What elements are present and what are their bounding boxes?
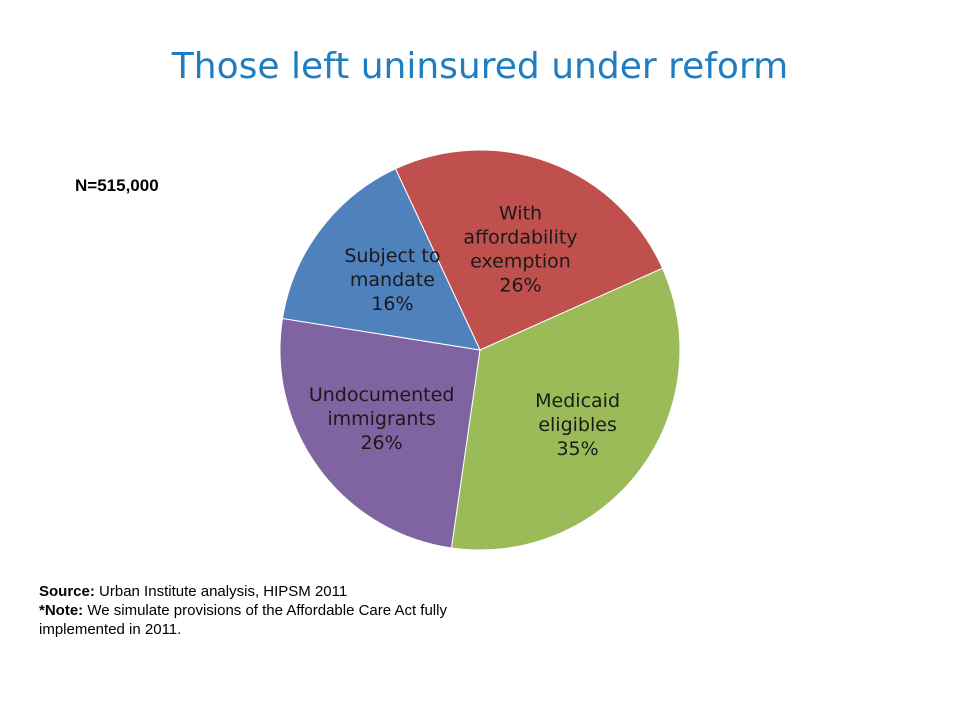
slice-label-affordability-exemption: With affordability exemption 26% bbox=[463, 202, 577, 296]
source-line: Source: Urban Institute analysis, HIPSM … bbox=[39, 582, 469, 601]
slice-name-line: eligibles bbox=[538, 414, 617, 436]
slice-value-label: 35% bbox=[556, 438, 598, 460]
slice-label-subject-to-mandate: Subject to mandate 16% bbox=[344, 245, 440, 315]
sample-size-label: N=515,000 bbox=[75, 176, 159, 195]
slice-name-line: Undocumented bbox=[309, 384, 455, 406]
slice-name-line: affordability bbox=[463, 226, 577, 248]
slice-name-line: Subject to bbox=[344, 245, 440, 267]
slice-label-medicaid-eligibles: Medicaid eligibles 35% bbox=[535, 390, 620, 460]
page-title: Those left uninsured under reform bbox=[171, 46, 789, 87]
note-line: *Note: We simulate provisions of the Aff… bbox=[39, 601, 469, 639]
slice-name-line: With bbox=[499, 202, 542, 224]
note-text: We simulate provisions of the Affordable… bbox=[39, 602, 447, 638]
slice-name-line: exemption bbox=[470, 250, 571, 272]
slice-value-label: 26% bbox=[499, 274, 541, 296]
slice-name-line: Medicaid bbox=[535, 390, 620, 412]
slice-value-label: 16% bbox=[371, 293, 413, 315]
slice-name-line: immigrants bbox=[327, 408, 435, 430]
source-text: Urban Institute analysis, HIPSM 2011 bbox=[99, 583, 348, 600]
source-label: Source: bbox=[39, 583, 95, 600]
note-label: *Note: bbox=[39, 602, 84, 619]
slice-name-line: mandate bbox=[350, 269, 435, 291]
pie-slice-medicaid-eligibles bbox=[450, 267, 681, 551]
pie-slice-subject-to-mandate bbox=[281, 168, 481, 351]
pie-slice-affordability-exemption bbox=[394, 149, 664, 351]
pie-slice-undocumented-immigrants bbox=[279, 317, 481, 549]
slice-label-undocumented-immigrants: Undocumented immigrants 26% bbox=[309, 384, 455, 454]
notes-block: Source: Urban Institute analysis, HIPSM … bbox=[39, 582, 469, 639]
slice-value-label: 26% bbox=[360, 432, 402, 454]
